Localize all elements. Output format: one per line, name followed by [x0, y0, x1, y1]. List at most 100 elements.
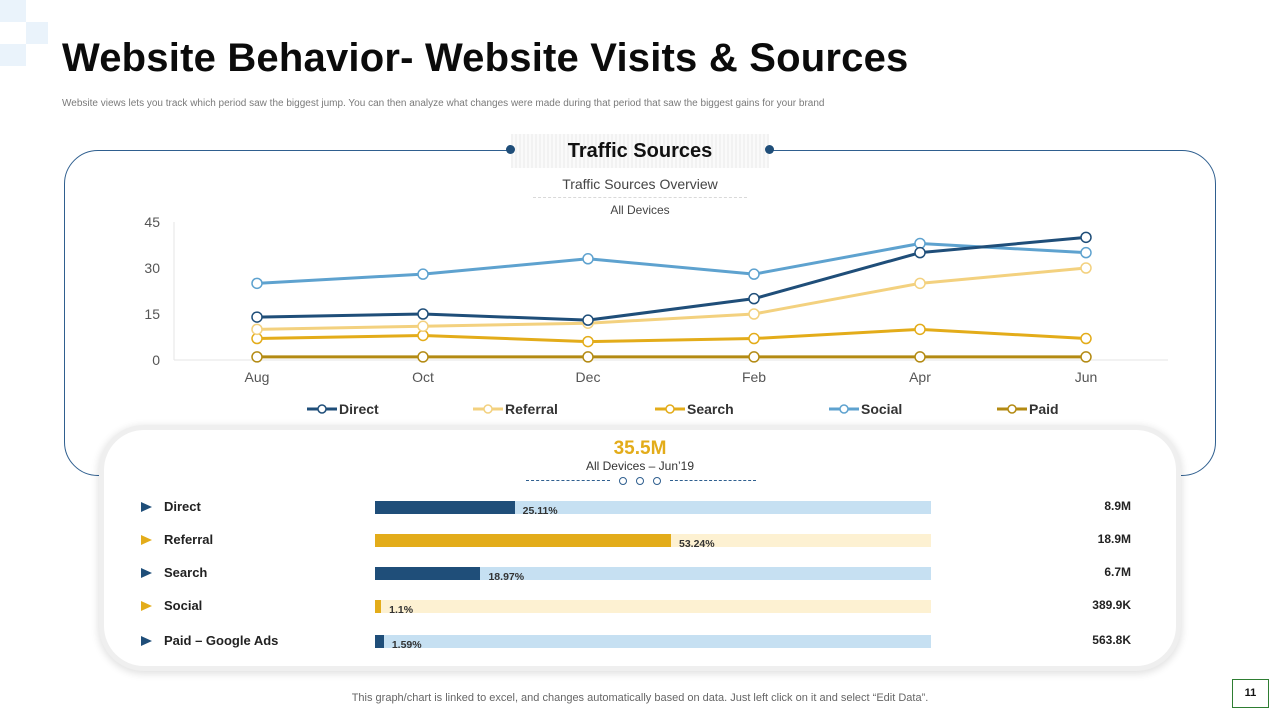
data-point-paid	[251, 351, 263, 363]
total-visits-label: All Devices – Jun’19	[585, 459, 695, 473]
section-title: Traffic Sources	[567, 140, 713, 162]
legend-item-search[interactable]: Search	[655, 399, 734, 419]
data-point-referral	[748, 308, 760, 320]
chart-title-separator	[533, 197, 747, 198]
bar-fill	[375, 600, 382, 613]
bar-fill	[375, 635, 384, 648]
source-label: Referral	[164, 532, 214, 547]
row-arrow-icon	[141, 601, 152, 611]
x-tick-label: Oct	[412, 369, 434, 385]
bar-percent: 25.11%	[522, 505, 558, 517]
data-point-paid	[748, 351, 760, 363]
data-point-direct	[748, 292, 760, 305]
data-point-search	[582, 335, 594, 348]
data-point-referral	[1080, 262, 1092, 274]
legend-item-referral[interactable]: Referral	[473, 399, 558, 419]
source-value: 18.9M	[1097, 532, 1131, 546]
source-label: Paid – Google Ads	[164, 633, 279, 648]
chart-title: Traffic Sources Overview	[562, 176, 718, 192]
data-point-search	[748, 332, 760, 345]
legend-label-referral: Referral	[505, 401, 558, 417]
source-row-paid: Paid – Google Ads 1.59% 563.8K	[0, 632, 1280, 652]
x-tick-label: Aug	[245, 369, 270, 385]
kpi-dot-2	[636, 477, 644, 485]
chart-subtitle: All Devices	[610, 203, 670, 217]
data-point-search	[914, 323, 926, 336]
data-point-direct	[1080, 231, 1092, 244]
bar-fill	[375, 567, 481, 580]
data-point-paid	[914, 351, 926, 363]
source-value: 389.9K	[1092, 598, 1131, 612]
series-line-social	[256, 241, 1087, 285]
row-arrow-icon	[141, 568, 152, 578]
x-tick-label: Feb	[742, 369, 766, 385]
data-point-search	[1080, 332, 1092, 345]
legend-item-social[interactable]: Social	[829, 399, 902, 419]
data-point-paid	[1080, 351, 1092, 363]
footer-note: This graph/chart is linked to excel, and…	[351, 692, 929, 704]
bar-fill	[375, 534, 671, 547]
data-point-direct	[251, 311, 263, 323]
source-row-direct: Direct 25.11% 8.9M	[0, 498, 1280, 518]
bar-percent: 1.59%	[391, 639, 422, 651]
corner-decoration	[0, 0, 50, 70]
kpi-divider-left	[526, 480, 610, 481]
section-tab	[511, 134, 769, 168]
legend-label-paid: Paid	[1029, 401, 1059, 417]
data-point-paid	[582, 351, 594, 363]
legend-label-social: Social	[861, 401, 903, 417]
kpi-dot-3	[653, 477, 661, 485]
bar-fill	[375, 501, 515, 514]
bar-percent: 18.97%	[488, 571, 525, 583]
bar-track: 25.11%	[375, 501, 931, 517]
data-point-referral	[914, 277, 926, 290]
y-tick-label: 15	[144, 306, 160, 322]
series-line-referral	[256, 266, 1087, 331]
row-arrow-icon	[141, 502, 152, 512]
legend-item-paid[interactable]: Paid	[997, 399, 1059, 419]
data-point-social	[582, 253, 594, 265]
series-line-direct	[256, 235, 1087, 322]
data-point-direct	[417, 308, 429, 320]
page-subtitle: Website views lets you track which perio…	[62, 98, 825, 109]
bar-track: 1.1%	[375, 600, 931, 616]
legend-label-direct: Direct	[339, 401, 379, 417]
legend-marker-social	[829, 404, 859, 414]
source-value: 8.9M	[1104, 499, 1131, 513]
bar-track: 18.97%	[375, 567, 931, 583]
page-number: 11	[1232, 679, 1269, 708]
data-point-direct	[582, 314, 594, 326]
source-value: 563.8K	[1092, 633, 1131, 647]
page-title: Website Behavior- Website Visits & Sourc…	[62, 36, 909, 80]
source-value: 6.7M	[1104, 565, 1131, 579]
data-point-paid	[417, 351, 429, 363]
x-tick-label: Dec	[576, 369, 601, 385]
source-row-referral: Referral 53.24% 18.9M	[0, 531, 1280, 551]
bar-percent: 53.24%	[679, 538, 715, 550]
line-chart[interactable]: 0 15 30 45 Aug Oct Dec Feb Apr Jun	[120, 208, 1190, 394]
y-tick-label: 0	[152, 352, 160, 368]
bar-track: 1.59%	[375, 635, 931, 651]
x-tick-label: Apr	[909, 369, 931, 385]
data-point-direct	[914, 246, 926, 259]
data-point-social	[1080, 246, 1092, 259]
y-tick-label: 30	[144, 260, 160, 276]
total-visits-value: 35.5M	[613, 438, 667, 459]
source-label: Social	[164, 598, 203, 613]
source-label: Direct	[164, 499, 201, 514]
section-dot-left	[506, 145, 515, 154]
row-arrow-icon	[141, 535, 152, 545]
summary-card	[104, 430, 1176, 666]
data-point-social	[748, 268, 760, 280]
legend-marker-search	[655, 404, 685, 414]
x-tick-label: Jun	[1075, 369, 1098, 385]
legend-item-direct[interactable]: Direct	[307, 399, 379, 419]
legend-marker-referral	[473, 404, 503, 414]
section-dot-right	[765, 145, 774, 154]
data-point-social	[251, 277, 263, 290]
data-point-referral	[417, 320, 429, 333]
source-row-search: Search 18.97% 6.7M	[0, 564, 1280, 584]
legend-marker-paid	[997, 404, 1027, 414]
kpi-dot-1	[619, 477, 627, 485]
source-row-social: Social 1.1% 389.9K	[0, 597, 1280, 617]
